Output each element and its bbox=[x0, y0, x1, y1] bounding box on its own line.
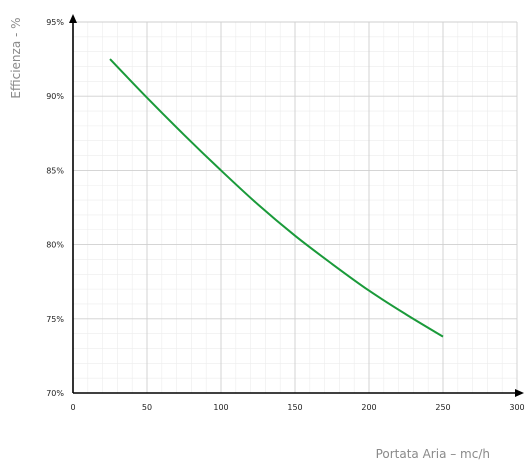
series-group bbox=[109, 58, 444, 338]
x-tick-label: 0 bbox=[70, 403, 75, 412]
y-tick-label: 70% bbox=[46, 389, 64, 398]
tick-labels: 0 50 100 150 200 250 300 70% 75% 80% 85% 90% 95% bbox=[46, 18, 524, 412]
y-tick-label: 90% bbox=[46, 92, 64, 101]
x-tick-label: 300 bbox=[509, 403, 524, 412]
y-tick-label: 85% bbox=[46, 166, 64, 175]
y-axis-label: Efficienza - % bbox=[9, 17, 23, 98]
axes bbox=[69, 14, 524, 397]
x-axis-arrow bbox=[515, 389, 524, 397]
x-axis-label: Portata Aria – mc/h bbox=[376, 447, 490, 461]
y-tick-label: 75% bbox=[46, 315, 64, 324]
x-tick-label: 250 bbox=[435, 403, 450, 412]
x-tick-label: 150 bbox=[287, 403, 302, 412]
x-tick-label: 50 bbox=[142, 403, 152, 412]
series-line-0 bbox=[109, 58, 444, 338]
y-axis-arrow bbox=[69, 14, 77, 23]
x-tick-label: 100 bbox=[213, 403, 228, 412]
x-tick-label: 200 bbox=[361, 403, 376, 412]
y-tick-label: 80% bbox=[46, 241, 64, 250]
y-tick-label: 95% bbox=[46, 18, 64, 27]
major-grid bbox=[73, 21, 518, 393]
